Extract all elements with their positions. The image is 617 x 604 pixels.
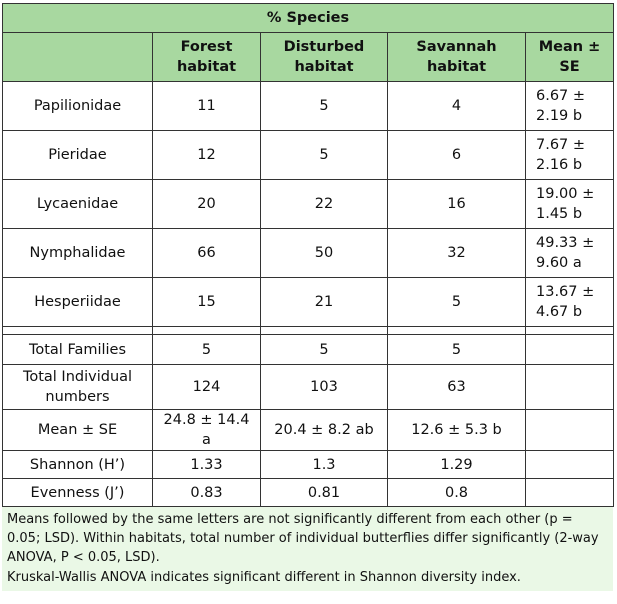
mean-se-value: 13.67 ± 4.67 b [524, 277, 615, 327]
disturbed-value: 50 [260, 228, 388, 278]
row-label-line2: numbers [45, 389, 110, 405]
row-label: Evenness (J’) [2, 478, 153, 507]
savannah-value: 63 [387, 364, 526, 410]
table-row-evenness: Evenness (J’) 0.83 0.81 0.8 [2, 478, 615, 507]
savannah-value: 0.8 [387, 478, 526, 507]
header-forest-line1: Forest [180, 39, 233, 55]
table-footnotes: Means followed by the same letters are n… [2, 507, 613, 591]
forest-value: 15 [152, 277, 261, 327]
data-table-container: % Species Forest habitat Disturbed habitat… [1, 3, 615, 591]
forest-value: 124 [152, 364, 261, 410]
row-label: Shannon (H’) [2, 450, 153, 479]
row-label-line1: Total Individual [22, 369, 133, 385]
disturbed-value: 0.81 [260, 478, 388, 507]
table-row-pieridae: Pieridae 12 5 6 7.67 ± 2.16 b [2, 130, 615, 180]
table-spacer-row [2, 326, 615, 335]
corner-cell [2, 32, 153, 82]
savannah-value: 12.6 ± 5.3 b [387, 409, 526, 451]
family-name: Nymphalidae [2, 228, 153, 278]
family-name: Pieridae [2, 130, 153, 180]
column-header-row: Forest habitat Disturbed habitat Savannah h… [2, 32, 615, 82]
header-disturbed-line2: habitat [294, 59, 354, 75]
header-mean-se-line1: Mean ± [538, 39, 601, 55]
empty-cell [524, 478, 615, 507]
forest-value: 12 [152, 130, 261, 180]
mean-se-line1: 13.67 ± [536, 284, 595, 300]
forest-value: 1.33 [152, 450, 261, 479]
table-row-shannon: Shannon (H’) 1.33 1.3 1.29 [2, 450, 615, 479]
empty-cell [524, 450, 615, 479]
savannah-value: 5 [387, 277, 526, 327]
mean-se-line1: 19.00 ± [536, 186, 595, 202]
header-savannah-line2: habitat [426, 59, 487, 75]
disturbed-value: 21 [260, 277, 388, 327]
header-disturbed: Disturbed habitat [260, 32, 388, 82]
forest-value: 20 [152, 179, 261, 229]
empty-cell [524, 334, 615, 365]
disturbed-value: 103 [260, 364, 388, 410]
header-mean-se: Mean ± SE [524, 32, 615, 82]
mean-se-value: 49.33 ± 9.60 a [524, 228, 615, 278]
table-title-row: % Species [1, 3, 615, 33]
empty-cell [524, 409, 615, 451]
table-row-nymphalidae: Nymphalidae 66 50 32 49.33 ± 9.60 a [2, 228, 615, 278]
forest-value: 24.8 ± 14.4 a [152, 409, 261, 451]
mean-se-value: 6.67 ± 2.19 b [524, 81, 615, 131]
savannah-value: 5 [387, 334, 526, 365]
mean-se-line1: 49.33 ± [536, 235, 595, 251]
disturbed-value: 1.3 [260, 450, 388, 479]
header-savannah-line1: Savannah [416, 39, 497, 55]
mean-se-line2: 1.45 b [536, 206, 583, 222]
forest-value: 0.83 [152, 478, 261, 507]
forest-value: 66 [152, 228, 261, 278]
mean-se-line2: 2.19 b [536, 108, 583, 124]
family-name: Papilionidae [2, 81, 153, 131]
table-row-papilionidae: Papilionidae 11 5 4 6.67 ± 2.19 b [2, 81, 615, 131]
species-table: % Species Forest habitat Disturbed habitat… [1, 3, 615, 507]
disturbed-value: 22 [260, 179, 388, 229]
footnote-significance: Means followed by the same letters are n… [7, 512, 599, 565]
row-label: Total Families [2, 334, 153, 365]
header-forest: Forest habitat [152, 32, 261, 82]
disturbed-value: 5 [260, 130, 388, 180]
disturbed-value: 5 [260, 334, 388, 365]
header-mean-se-line2: SE [559, 59, 580, 75]
savannah-value: 1.29 [387, 450, 526, 479]
table-title: % Species [1, 3, 615, 33]
mean-se-line2: 9.60 a [536, 255, 582, 271]
savannah-value: 4 [387, 81, 526, 131]
mean-se-line1: 6.67 ± [536, 88, 586, 104]
savannah-value: 32 [387, 228, 526, 278]
disturbed-value: 20.4 ± 8.2 ab [260, 409, 388, 451]
mean-se-line2: 4.67 b [536, 304, 583, 320]
footnote-kruskal-wallis: Kruskal-Wallis ANOVA indicates significa… [7, 570, 521, 585]
row-label: Mean ± SE [2, 409, 153, 451]
mean-se-value: 19.00 ± 1.45 b [524, 179, 615, 229]
mean-se-line2: 2.16 b [536, 157, 583, 173]
header-savannah: Savannah habitat [387, 32, 526, 82]
family-name: Hesperiidae [2, 277, 153, 327]
table-row-lycaenidae: Lycaenidae 20 22 16 19.00 ± 1.45 b [2, 179, 615, 229]
header-disturbed-line1: Disturbed [283, 39, 365, 55]
table-row-hesperiidae: Hesperiidae 15 21 5 13.67 ± 4.67 b [2, 277, 615, 327]
disturbed-value: 5 [260, 81, 388, 131]
mean-se-value: 7.67 ± 2.16 b [524, 130, 615, 180]
family-name: Lycaenidae [2, 179, 153, 229]
empty-cell [524, 364, 615, 410]
row-label: Total Individual numbers [2, 364, 153, 410]
header-forest-line2: habitat [176, 59, 237, 75]
forest-value: 5 [152, 334, 261, 365]
savannah-value: 6 [387, 130, 526, 180]
savannah-value: 16 [387, 179, 526, 229]
table-row-mean-se: Mean ± SE 24.8 ± 14.4 a 20.4 ± 8.2 ab 12… [2, 409, 615, 451]
forest-value: 11 [152, 81, 261, 131]
table-row-total-individuals: Total Individual numbers 124 103 63 [2, 364, 615, 410]
table-row-total-families: Total Families 5 5 5 [2, 334, 615, 365]
mean-se-line1: 7.67 ± [536, 137, 586, 153]
